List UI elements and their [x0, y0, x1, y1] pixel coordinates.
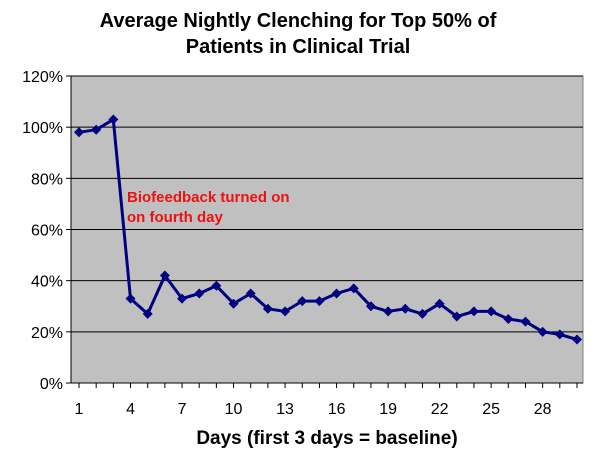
data-point [434, 298, 445, 309]
x-axis-title: Days (first 3 days = baseline) [196, 428, 457, 449]
x-tick-label: 10 [225, 401, 243, 418]
chart-title: Average Nightly Clenching for Top 50% of… [0, 8, 596, 60]
x-tick-label: 7 [178, 401, 187, 418]
x-tick-label: 22 [431, 401, 449, 418]
y-tick-label: 0% [40, 376, 63, 393]
y-tick-label: 20% [31, 325, 63, 342]
x-tick-label: 1 [75, 401, 84, 418]
data-point [108, 114, 119, 125]
data-point [365, 301, 376, 312]
data-point [262, 303, 273, 314]
y-tick-label: 40% [31, 274, 63, 291]
x-tick-label: 25 [482, 401, 500, 418]
data-point [211, 280, 222, 291]
data-point [228, 298, 239, 309]
data-point [468, 306, 479, 317]
y-tick-label: 80% [31, 171, 63, 188]
data-point [142, 308, 153, 319]
data-point [194, 288, 205, 299]
data-point [177, 293, 188, 304]
y-tick-label: 120% [22, 69, 63, 86]
data-point [125, 293, 136, 304]
chart-title-line-1: Average Nightly Clenching for Top 50% of [99, 10, 497, 32]
data-point [486, 306, 497, 317]
data-point [383, 306, 394, 317]
data-point [348, 283, 359, 294]
data-point [451, 311, 462, 322]
chart-title-line-2: Patients in Clinical Trial [185, 36, 411, 58]
data-point [245, 288, 256, 299]
x-tick-label: 4 [126, 401, 135, 418]
data-point [537, 326, 548, 337]
y-tick-label: 100% [22, 120, 63, 137]
data-point [417, 308, 428, 319]
data-point [554, 329, 565, 340]
annotation-line-2: on fourth day [127, 209, 223, 226]
data-point [280, 306, 291, 317]
data-point [400, 303, 411, 314]
x-tick-label: 19 [379, 401, 397, 418]
data-point [74, 127, 84, 138]
data-point [314, 296, 325, 307]
data-point [520, 316, 531, 327]
data-point [572, 334, 582, 345]
data-point [91, 124, 102, 135]
data-point [159, 270, 170, 281]
x-tick-label: 13 [276, 401, 294, 418]
x-tick-label: 28 [534, 401, 552, 418]
data-point [331, 288, 342, 299]
y-tick-label: 60% [31, 223, 63, 240]
x-tick-label: 16 [328, 401, 346, 418]
data-point [503, 314, 514, 325]
annotation-line-1: Biofeedback turned on [127, 189, 290, 206]
data-point [297, 296, 308, 307]
